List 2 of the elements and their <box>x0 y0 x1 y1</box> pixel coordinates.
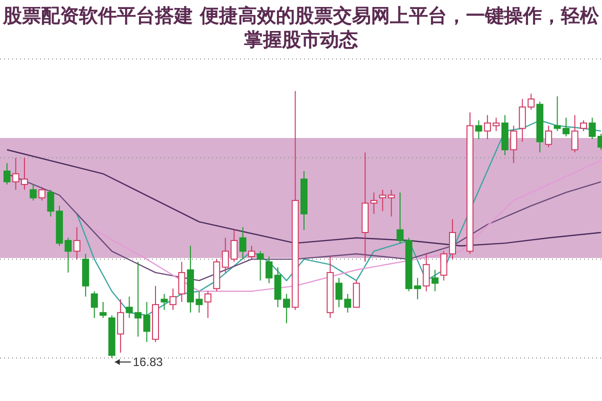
chart-title: 股票配资软件平台搭建 便捷高效的股票交易网上平台，一键操作，轻松掌握股市动态 <box>2 4 600 52</box>
annotation: 16.83 <box>132 355 164 369</box>
